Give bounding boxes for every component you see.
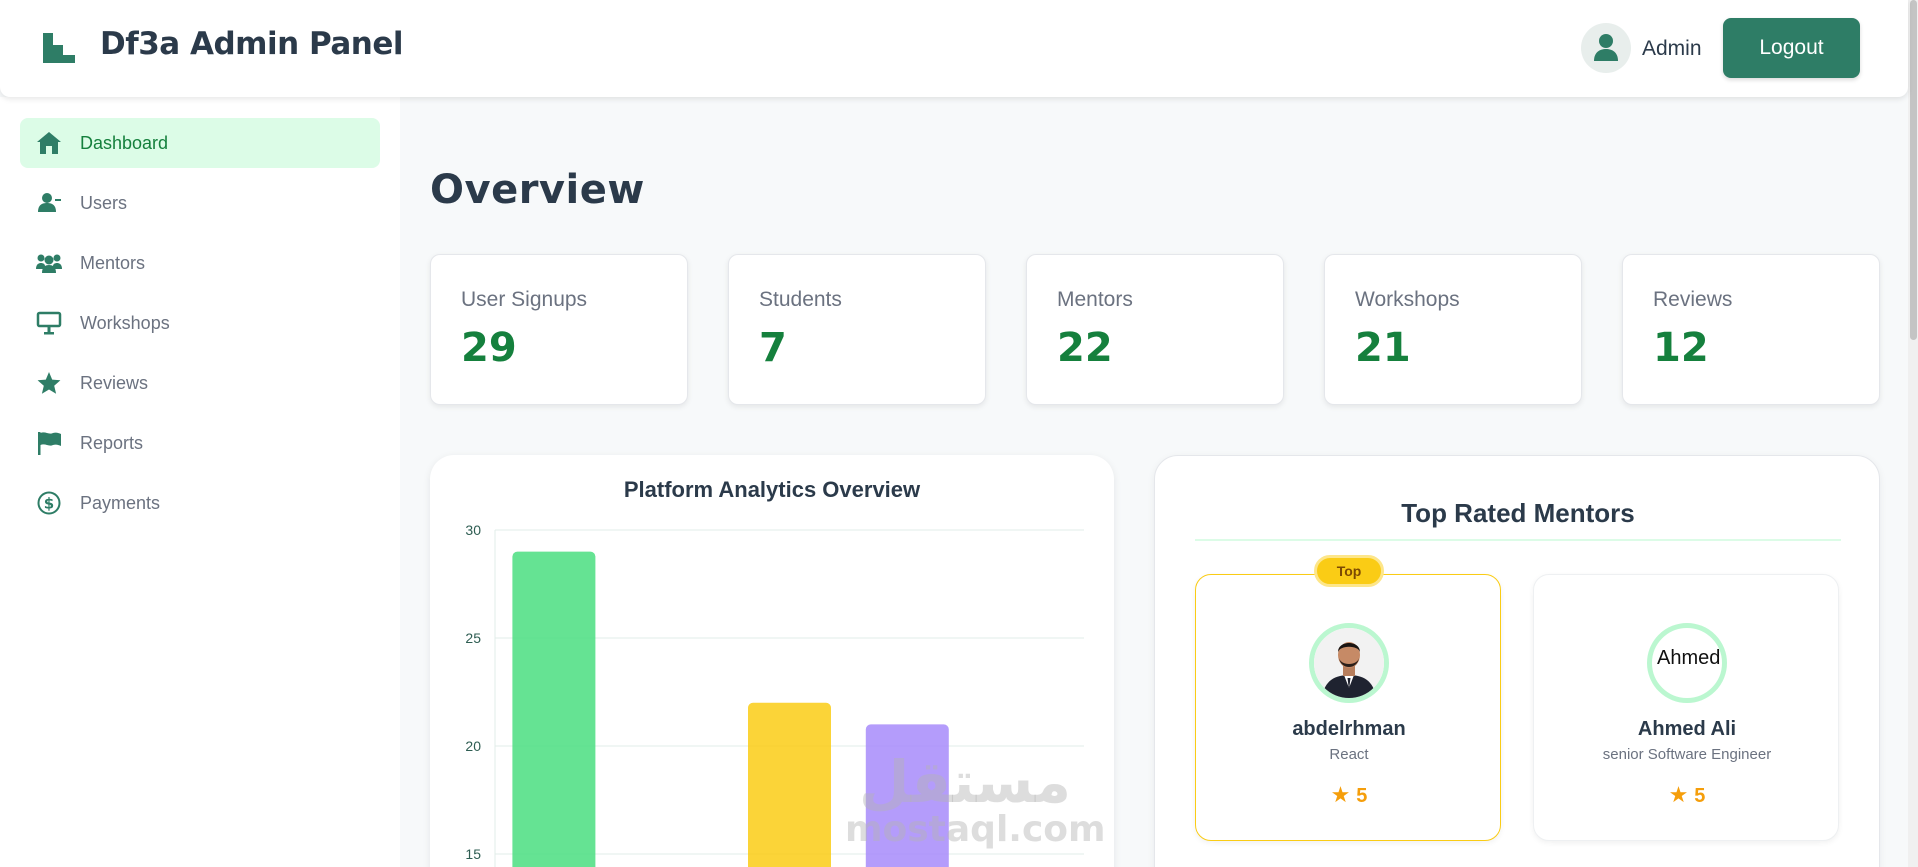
mentor-rating: ★ 5 bbox=[1534, 782, 1840, 808]
top-header: Df3a Admin Panel Admin Logout bbox=[0, 0, 1908, 97]
mentor-rating-value: 5 bbox=[1694, 785, 1706, 807]
sidebar-item-label: Payments bbox=[80, 493, 161, 513]
sidebar-item-users[interactable]: Users bbox=[20, 178, 380, 228]
mentor-role: senior Software Engineer bbox=[1602, 746, 1772, 763]
watermark-latin: mostaql.com bbox=[845, 809, 1106, 850]
stat-value: 21 bbox=[1355, 325, 1411, 371]
bar-mentors[interactable] bbox=[748, 702, 831, 867]
stat-value: 22 bbox=[1057, 325, 1113, 371]
users-group-icon bbox=[36, 254, 62, 273]
mentor-name: abdelrhman bbox=[1292, 718, 1406, 740]
home-icon bbox=[37, 132, 61, 154]
analytics-bar-chart: 30 25 20 15 bbox=[465, 522, 1084, 867]
presentation-board-icon bbox=[36, 311, 62, 335]
logout-button[interactable]: Logout bbox=[1723, 18, 1860, 78]
stat-label: Reviews bbox=[1653, 288, 1733, 311]
mentor-avatar: Ahmed Ali bbox=[1647, 623, 1727, 703]
stat-value: 7 bbox=[759, 325, 787, 371]
y-tick-label: 25 bbox=[465, 630, 481, 646]
sidebar-item-workshops[interactable]: Workshops bbox=[20, 298, 380, 348]
sidebar-item-label: Workshops bbox=[80, 313, 170, 333]
page-title: Overview bbox=[430, 167, 645, 213]
y-tick-label: 20 bbox=[465, 738, 481, 754]
divider bbox=[1195, 539, 1841, 541]
user-icon bbox=[38, 193, 61, 212]
avatar-broken-image-alt: Ahmed Ali bbox=[1657, 647, 1722, 669]
stat-label: User Signups bbox=[461, 288, 588, 311]
brand-title: Df3a Admin Panel bbox=[100, 26, 404, 62]
star-icon: ★ bbox=[1330, 782, 1351, 807]
mentors-title: Top Rated Mentors bbox=[1401, 498, 1635, 528]
stairs-logo-icon bbox=[43, 33, 75, 63]
svg-text:$: $ bbox=[44, 495, 54, 513]
stat-card-workshops: Workshops 21 bbox=[1324, 254, 1582, 405]
sidebar-item-label: Dashboard bbox=[80, 133, 169, 153]
stat-label: Workshops bbox=[1355, 288, 1460, 311]
main-content: Overview User Signups 29 Students 7 Ment… bbox=[400, 97, 1908, 867]
stat-card-students: Students 7 bbox=[728, 254, 986, 405]
sidebar-item-reviews[interactable]: Reviews bbox=[20, 358, 380, 408]
y-tick-label: 30 bbox=[465, 522, 481, 538]
mentor-rating-value: 5 bbox=[1356, 785, 1368, 807]
sidebar: Dashboard Users Mentors Workshops bbox=[0, 97, 400, 867]
mentor-rating: ★ 5 bbox=[1196, 782, 1502, 808]
analytics-chart-card: Platform Analytics Overview 30 25 20 15 مست… bbox=[430, 455, 1114, 867]
scrollbar-thumb[interactable] bbox=[1910, 0, 1917, 340]
user-icon bbox=[1594, 34, 1618, 61]
scrollbar-track[interactable] bbox=[1908, 0, 1918, 867]
admin-avatar[interactable] bbox=[1581, 23, 1631, 73]
star-icon: ★ bbox=[1668, 782, 1689, 807]
top-mentors-card: Top Rated Mentors Top abdelrhman React ★… bbox=[1154, 455, 1880, 867]
stat-card-reviews: Reviews 12 bbox=[1622, 254, 1880, 405]
sidebar-item-label: Reports bbox=[80, 433, 144, 453]
admin-name: Admin bbox=[1642, 37, 1702, 60]
sidebar-item-label: Mentors bbox=[80, 253, 146, 273]
sidebar-item-reports[interactable]: Reports bbox=[20, 418, 380, 468]
sidebar-item-payments[interactable]: $ Payments bbox=[20, 478, 380, 528]
watermark-arabic: مستقل bbox=[858, 748, 1072, 816]
bar-user-signups[interactable] bbox=[512, 551, 596, 867]
sidebar-item-mentors[interactable]: Mentors bbox=[20, 238, 380, 288]
bar-workshops[interactable] bbox=[865, 724, 949, 867]
stat-value: 29 bbox=[461, 325, 517, 371]
sidebar-item-label: Reviews bbox=[80, 373, 149, 393]
star-icon bbox=[37, 372, 61, 394]
mentor-role: React bbox=[1329, 746, 1369, 763]
mentor-avatar bbox=[1309, 623, 1389, 703]
y-tick-label: 15 bbox=[465, 846, 481, 862]
chart-title: Platform Analytics Overview bbox=[623, 477, 921, 502]
stat-label: Mentors bbox=[1057, 288, 1133, 311]
mentor-photo bbox=[1314, 628, 1384, 698]
stat-card-user-signups: User Signups 29 bbox=[430, 254, 688, 405]
mentor-card[interactable]: Top abdelrhman React ★ 5 bbox=[1195, 555, 1502, 841]
stat-card-mentors: Mentors 22 bbox=[1026, 254, 1284, 405]
mentor-name: Ahmed Ali bbox=[1637, 718, 1737, 740]
watermark: مستقل mostaql.com bbox=[845, 748, 1106, 850]
sidebar-item-dashboard[interactable]: Dashboard bbox=[20, 118, 380, 168]
stat-label: Students bbox=[759, 288, 842, 311]
mentor-card[interactable]: Ahmed Ali Ahmed Ali senior Software Engi… bbox=[1533, 574, 1839, 841]
sidebar-item-label: Users bbox=[80, 193, 128, 213]
top-badge: Top bbox=[1314, 555, 1384, 587]
stat-value: 12 bbox=[1653, 325, 1709, 371]
flag-icon bbox=[38, 432, 61, 455]
dollar-circle-icon: $ bbox=[37, 491, 61, 515]
